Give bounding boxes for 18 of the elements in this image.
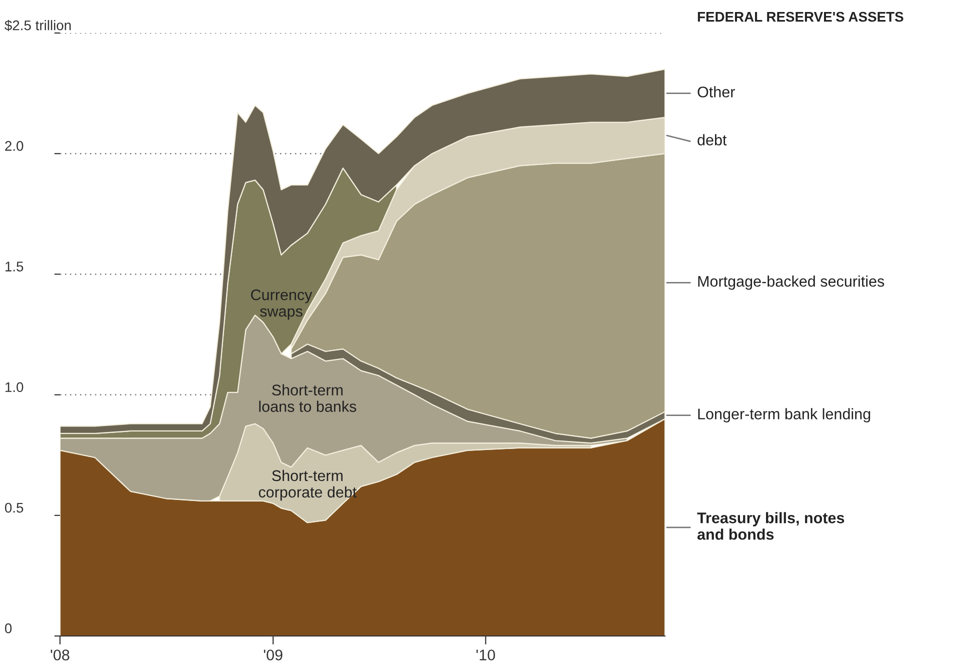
y-tick-label: 0.5 [4,502,24,513]
text: FEDERAL RESERVE'S ASSETS [698,12,904,22]
text: Longer-term bank lending [698,408,870,422]
x-tick-label: '08 [50,650,70,660]
x-tick-label: '09 [264,650,282,660]
series-label: Short-term corporate debt [258,470,357,501]
series-label: Short-term loans to banks [259,384,356,412]
y-tick-label: 1.0 [6,382,24,392]
text: Treasury bills, notes and bonds [697,512,844,540]
text: Other [698,86,735,98]
text: debt [698,134,727,146]
x-tick-label: '10 [476,650,496,660]
y-tick-label: 1.5 [6,262,24,272]
y-tick-label: 0 [4,623,12,634]
y-tick-label: 2.0 [5,141,24,151]
text: Mortgage-backed securities [698,276,884,290]
y-tick-label: $2.5 trillion [4,20,71,32]
series-label: Currency swaps [251,289,312,320]
